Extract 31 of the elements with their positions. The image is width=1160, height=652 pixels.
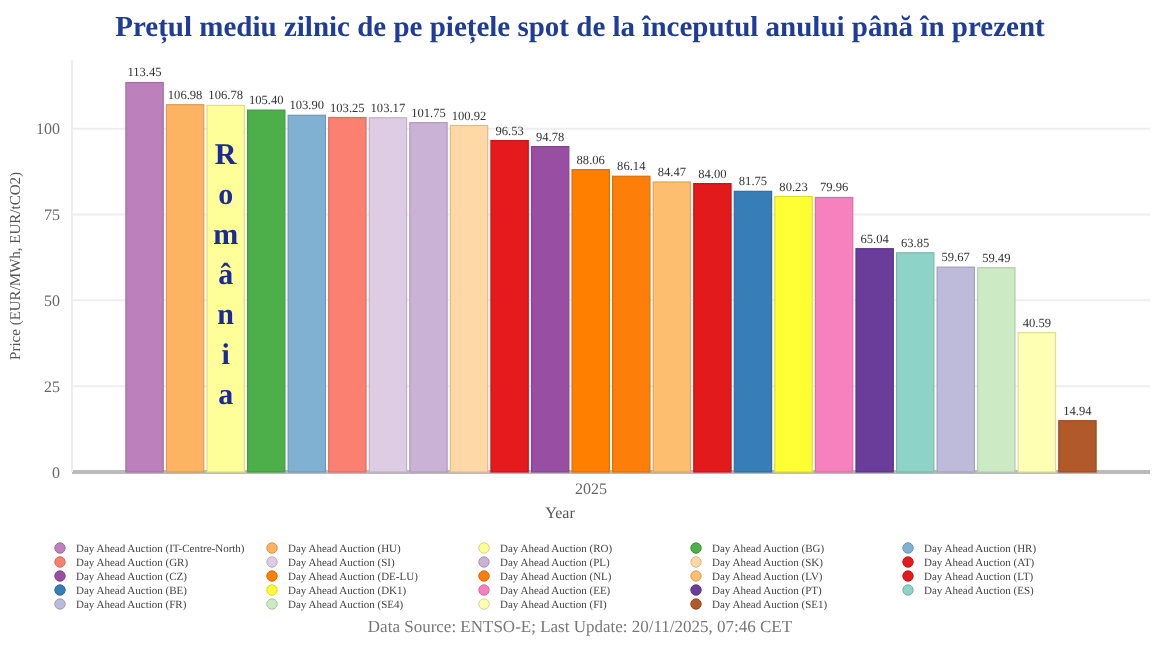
- source-note: Data Source: ENTSO-E; Last Update: 20/11/2025, 07:46 CET: [367, 616, 794, 636]
- bar: [328, 116, 367, 473]
- y-tick-label: 75: [44, 206, 60, 225]
- y-tick-label: 100: [36, 120, 60, 139]
- bar: [693, 183, 732, 473]
- bar: [449, 124, 489, 473]
- bar: [733, 190, 773, 473]
- chart-title: Prețul mediu zilnic de pe piețele spot de la începutul anului până în prezent: [115, 12, 1046, 44]
- bar: [165, 104, 205, 473]
- bar: [409, 122, 448, 473]
- bar: [895, 252, 935, 473]
- x-tick-label: 2025: [575, 480, 607, 498]
- bar: [1058, 420, 1097, 473]
- bar: [814, 196, 854, 473]
- y-tick-label: 50: [44, 291, 60, 310]
- bar: [125, 81, 164, 473]
- bar: [936, 266, 976, 473]
- annotation: România: [213, 140, 240, 412]
- bar: [652, 181, 692, 473]
- bar: [1017, 332, 1057, 473]
- bar: [774, 195, 813, 473]
- bar: [855, 248, 894, 473]
- bar: [246, 109, 286, 473]
- bar: [206, 104, 245, 473]
- y-tick-label: 0: [52, 463, 60, 482]
- y-tick-label: 25: [44, 377, 60, 396]
- bar: [530, 145, 570, 473]
- bar: [287, 114, 327, 473]
- bar: [977, 267, 1016, 473]
- x-axis-title: Year: [545, 504, 576, 522]
- bar: [490, 139, 529, 473]
